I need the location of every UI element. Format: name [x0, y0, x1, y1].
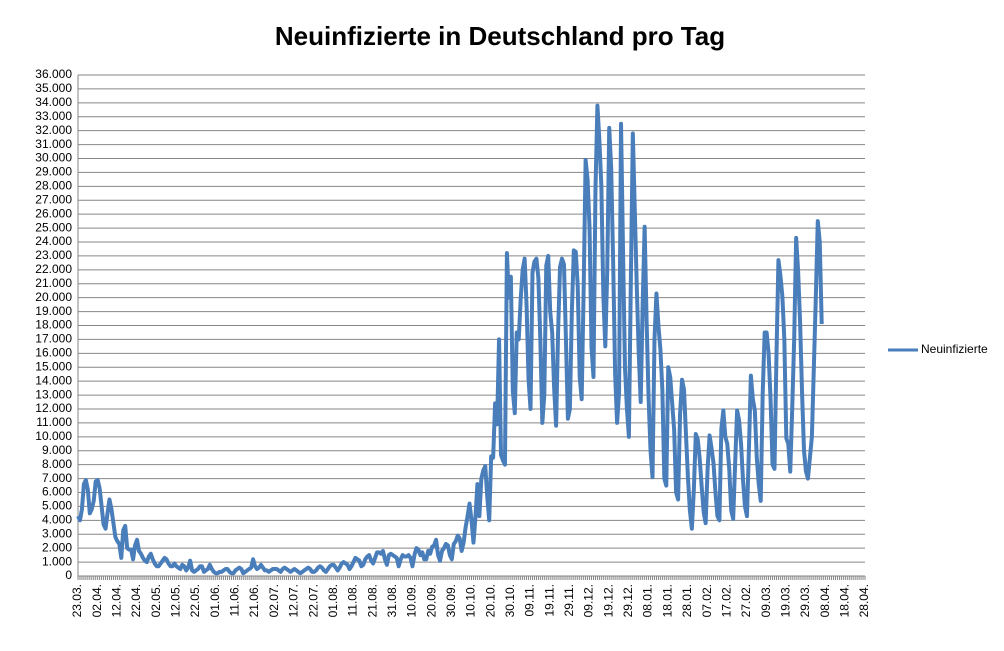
x-tick-label: 23.03. — [70, 584, 84, 617]
y-tick-label: 22.000 — [35, 262, 72, 276]
y-tick-label: 32.000 — [35, 123, 72, 137]
x-tick-label: 09.03. — [759, 584, 773, 617]
data-line — [76, 103, 824, 576]
y-tick-label: 0 — [65, 568, 72, 582]
x-tick-label: 19.11. — [542, 584, 556, 616]
x-tick-label: 08.04. — [818, 584, 832, 617]
x-tick-label: 20.09. — [424, 584, 438, 617]
y-tick-label: 12.000 — [35, 401, 72, 415]
x-tick-label: 30.10. — [503, 584, 517, 617]
y-tick-label: 9.000 — [42, 443, 72, 457]
y-tick-label: 8.000 — [42, 457, 72, 471]
x-tick-label: 28.01. — [680, 584, 694, 617]
y-tick-label: 11.000 — [36, 415, 72, 429]
x-tick-label: 19.03. — [778, 584, 792, 617]
x-tick-label: 18.04. — [837, 584, 851, 617]
x-tick-label: 01.08. — [326, 584, 340, 617]
y-tick-label: 25.000 — [35, 220, 72, 234]
x-tick-label: 18.01. — [660, 584, 674, 617]
x-tick-label: 29.12. — [621, 584, 635, 617]
x-tick-label: 10.09. — [405, 584, 419, 617]
y-tick-label: 29.000 — [35, 165, 72, 179]
x-tick-label: 01.06. — [208, 584, 222, 617]
x-tick-label: 22.04. — [129, 584, 143, 617]
x-tick-label: 12.04. — [110, 584, 124, 617]
x-tick-label: 12.07. — [287, 584, 301, 617]
y-tick-label: 13.000 — [35, 387, 72, 401]
x-tick-label: 28.04. — [857, 584, 871, 617]
y-tick-label: 1.000 — [42, 554, 72, 568]
x-tick-label: 22.07. — [306, 584, 320, 617]
x-tick-label: 02.07. — [267, 584, 281, 617]
y-tick-label: 3.000 — [42, 526, 72, 540]
chart-title: Neuinfizierte in Deutschland pro Tag — [275, 21, 725, 51]
x-tick-label: 09.11. — [523, 584, 537, 616]
y-tick-label: 19.000 — [35, 304, 72, 318]
y-tick-label: 17.000 — [35, 332, 72, 346]
y-tick-label: 6.000 — [42, 485, 72, 499]
x-tick-label: 21.06. — [247, 584, 261, 617]
y-tick-label: 5.000 — [42, 499, 72, 513]
y-tick-label: 35.000 — [35, 81, 72, 95]
x-tick-label: 17.02. — [719, 584, 733, 617]
x-tick-label: 19.12. — [601, 584, 615, 617]
y-tick-label: 10.000 — [35, 429, 72, 443]
y-tick-label: 20.000 — [35, 290, 72, 304]
y-tick-label: 7.000 — [42, 471, 72, 485]
y-tick-label: 26.000 — [35, 206, 72, 220]
x-tick-label: 21.08. — [365, 584, 379, 617]
x-tick-label: 31.08. — [385, 584, 399, 617]
x-tick-label: 11.06. — [228, 584, 242, 616]
x-tick-label: 07.02. — [700, 584, 714, 617]
legend-label: Neuinfizierte — [921, 342, 988, 356]
y-tick-label: 15.000 — [35, 359, 72, 373]
x-tick-label: 09.12. — [582, 584, 596, 617]
x-tick-label: 02.04. — [90, 584, 104, 617]
x-tick-label: 10.10. — [464, 584, 478, 617]
x-tick-label: 11.08. — [346, 584, 360, 616]
x-tick-label: 29.11. — [562, 584, 576, 616]
x-tick-label: 20.10. — [483, 584, 497, 617]
y-tick-label: 31.000 — [35, 137, 72, 151]
x-tick-label: 30.09. — [444, 584, 458, 617]
y-tick-label: 27.000 — [35, 192, 72, 206]
y-tick-label: 16.000 — [35, 346, 72, 360]
x-tick-label: 12.05. — [169, 584, 183, 617]
y-tick-label: 34.000 — [35, 95, 72, 109]
x-tick-label: 02.05. — [149, 584, 163, 617]
x-tick-label: 22.05. — [188, 584, 202, 617]
y-tick-label: 36.000 — [35, 67, 72, 81]
y-tick-label: 2.000 — [42, 540, 72, 554]
y-tick-label: 33.000 — [35, 109, 72, 123]
y-tick-label: 21.000 — [35, 276, 72, 290]
y-tick-label: 28.000 — [35, 179, 72, 193]
y-tick-label: 14.000 — [35, 373, 72, 387]
x-tick-label: 29.03. — [798, 584, 812, 617]
y-tick-label: 24.000 — [35, 234, 72, 248]
y-tick-label: 30.000 — [35, 151, 72, 165]
y-tick-label: 23.000 — [35, 248, 72, 262]
y-tick-label: 18.000 — [35, 318, 72, 332]
x-tick-label: 27.02. — [739, 584, 753, 617]
x-tick-label: 08.01. — [641, 584, 655, 617]
y-tick-label: 4.000 — [42, 513, 72, 527]
